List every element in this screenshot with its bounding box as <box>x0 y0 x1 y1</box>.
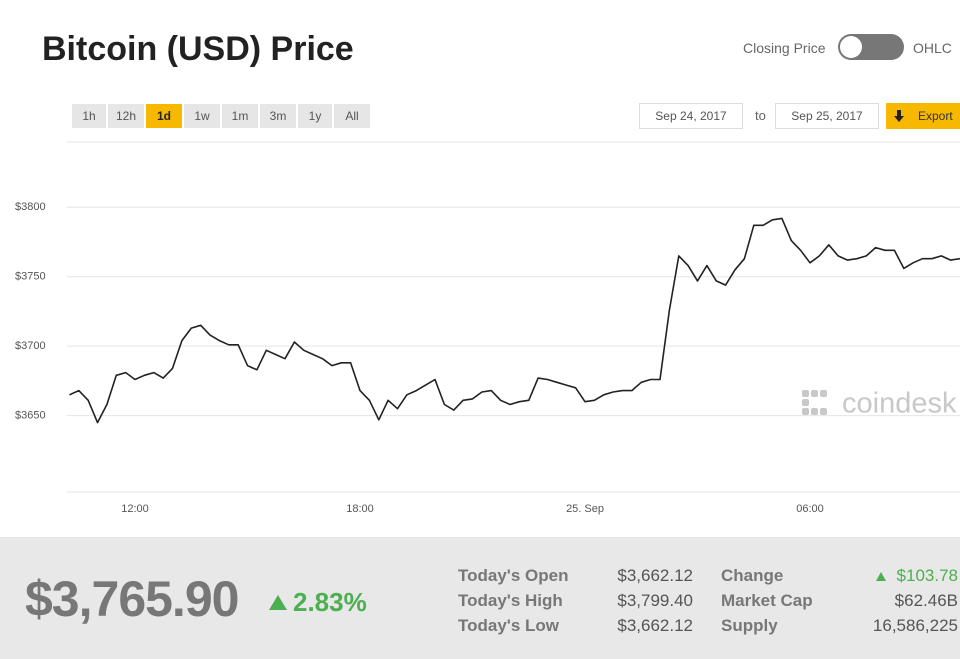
page-title: Bitcoin (USD) Price <box>42 30 354 68</box>
price-line <box>69 217 960 424</box>
date-to[interactable]: Sep 25, 2017 <box>775 103 879 129</box>
stat-value: $103.78 <box>896 566 958 585</box>
range-button[interactable]: 12h <box>108 104 144 128</box>
range-button[interactable]: 1w <box>184 104 220 128</box>
stat-label: Market Cap <box>721 591 813 610</box>
stat-value: 16,586,225 <box>872 616 958 635</box>
watermark-logo <box>802 390 827 415</box>
export-button[interactable]: Export <box>886 103 960 129</box>
stat-value: $3,662.12 <box>617 566 693 585</box>
stat-value: $3,662.12 <box>617 616 693 635</box>
export-icon <box>894 110 904 122</box>
stat-value: $3,799.40 <box>617 591 693 610</box>
range-button[interactable]: 3m <box>260 104 296 128</box>
y-tick-label: $3650 <box>15 410 46 422</box>
export-label: Export <box>918 109 953 123</box>
toggle-label[interactable]: OHLC <box>913 40 952 56</box>
stat-label: Today's Low <box>458 616 560 635</box>
stat-value: $62.46B <box>894 591 958 610</box>
y-tick-label: $3700 <box>15 340 46 352</box>
range-button[interactable]: 1d <box>146 104 182 128</box>
date-separator: to <box>755 108 766 123</box>
x-tick-label: 06:00 <box>796 503 824 515</box>
stat-label: Change <box>721 566 784 585</box>
x-tick-label: 12:00 <box>121 503 149 515</box>
x-tick-label: 18:00 <box>346 503 374 515</box>
stat-label: Today's High <box>458 591 563 610</box>
range-button[interactable]: 1y <box>298 104 332 128</box>
up-arrow <box>269 595 287 610</box>
toggle-label[interactable]: Closing Price <box>743 40 826 56</box>
y-tick-label: $3750 <box>15 271 46 283</box>
change-arrow <box>876 572 886 581</box>
y-tick-label: $3800 <box>15 201 46 213</box>
range-button[interactable]: 1m <box>222 104 258 128</box>
change-percent: 2.83% <box>293 587 367 617</box>
summary-panel <box>0 537 960 659</box>
x-tick-label: 25. Sep <box>566 503 604 515</box>
watermark: coindesk <box>842 388 957 420</box>
current-price: $3,765.90 <box>25 571 239 627</box>
range-button[interactable]: All <box>334 104 370 128</box>
date-from[interactable]: Sep 24, 2017 <box>639 103 743 129</box>
range-button[interactable]: 1h <box>72 104 106 128</box>
chart: coindesk $3650 $3700 $3750 $3800 12:00 18:00 2… <box>15 141 960 515</box>
stat-label: Today's Open <box>458 566 569 585</box>
toggle-knob[interactable] <box>840 36 862 58</box>
stat-label: Supply <box>721 616 778 635</box>
